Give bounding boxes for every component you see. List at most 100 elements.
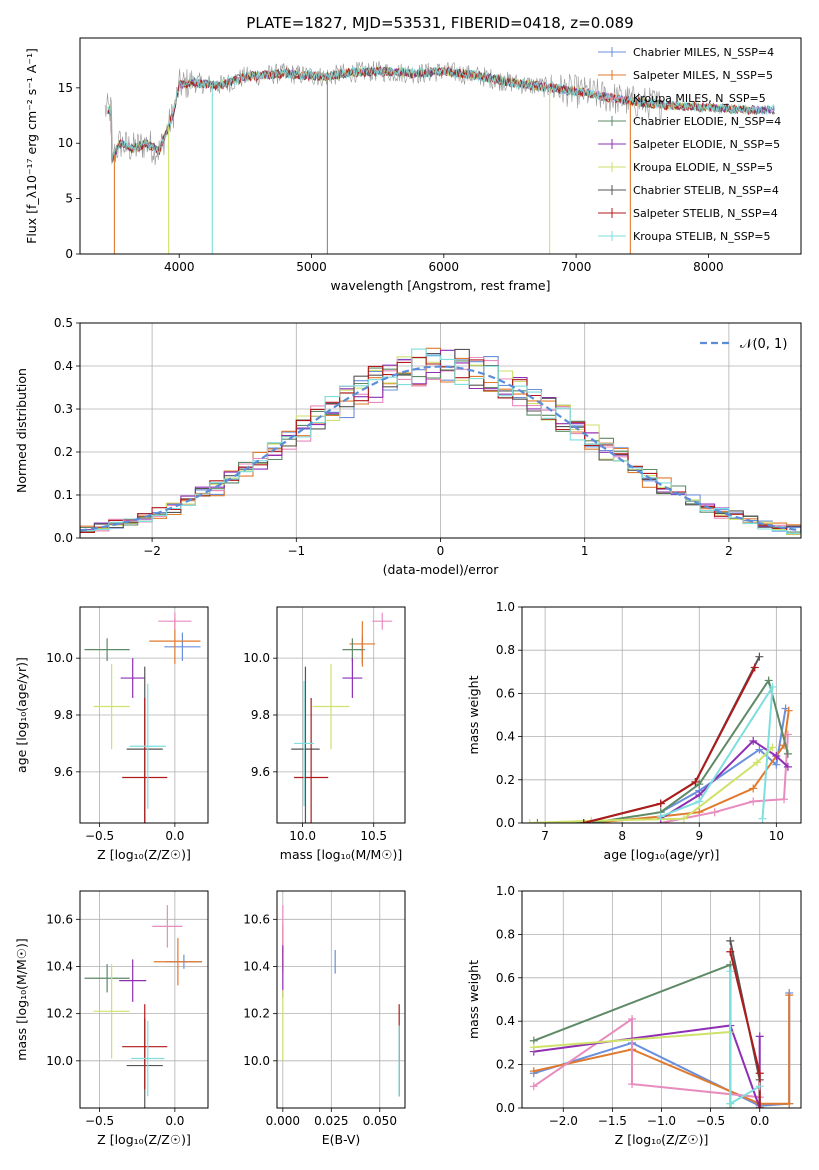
legend-label: Kroupa MILES, N_SSP=5 (633, 92, 766, 105)
y-tick-label: 10.6 (243, 912, 270, 926)
marker-salpeter-miles (785, 991, 794, 1000)
figure-title: PLATE=1827, MJD=53531, FIBERID=0418, z=0… (246, 14, 633, 32)
y-tick-label: 10.0 (243, 1054, 270, 1068)
y-tick-label: 15 (58, 81, 73, 95)
x-tick-label: 8 (618, 829, 626, 843)
marker-kroupa-stelib (755, 1082, 764, 1091)
y-tick-label: 9.8 (251, 708, 270, 722)
marker-kroupa-elodie (529, 1043, 538, 1052)
x-tick-label: −1.5 (598, 1114, 627, 1128)
y-tick-label: 0.6 (496, 686, 515, 700)
y-tick-label: 10.4 (46, 959, 73, 973)
plot-area (104, 60, 775, 254)
x-axis-label: Z [log₁₀(Z/Z☉)] (615, 1132, 709, 1147)
y-tick-label: 9.6 (54, 765, 73, 779)
panel-weight_vs_age: 7 8 9 10 0.0 0.2 0.4 0.6 0.8 1.0 age [log₁₀(age/yr… (466, 600, 802, 862)
marker-kroupa-miles (780, 795, 789, 804)
y-tick-label: 0.1 (54, 488, 73, 502)
x-tick-label: −1.0 (647, 1114, 676, 1128)
y-tick-label: 0.0 (496, 1101, 515, 1115)
marker-kroupa-miles (749, 797, 758, 806)
x-tick-label: 5000 (296, 260, 327, 274)
x-tick-label: −0.5 (85, 1114, 114, 1128)
marker-kroupa-stelib (726, 967, 735, 976)
y-tick-label: 10.4 (243, 959, 270, 973)
x-tick-label: 10.5 (360, 829, 387, 843)
plot-area (529, 936, 794, 1108)
axes-frame (79, 37, 802, 255)
marker-chabrier-elodie (764, 676, 773, 685)
x-axis-label: Z [log₁₀(Z/Z☉)] (97, 1132, 191, 1147)
x-axis-label: E(B-V) (322, 1132, 361, 1147)
marker-salpeter-stelib (750, 663, 759, 672)
plot-area (84, 612, 201, 823)
y-tick-label: 0.5 (54, 316, 73, 330)
x-tick-label: 4000 (164, 260, 195, 274)
x-tick-label: 10 (769, 829, 784, 843)
model-spectrum-line (107, 66, 775, 165)
marker-salpeter-elodie (783, 762, 792, 771)
y-tick-label: 0.8 (496, 643, 515, 657)
panel-weight_vs_Z: −2.0 −1.5 −1.0 −0.5 0.0 0.0 0.2 0.4 0.6 0.8 1.0 Z [… (466, 884, 802, 1147)
y-tick-label: 5 (65, 192, 73, 206)
marker-chabrier-miles (772, 760, 781, 769)
marker-salpeter-stelib (656, 799, 665, 808)
marker-salpeter-stelib (755, 1104, 764, 1108)
y-tick-label: 0.0 (54, 531, 73, 545)
y-tick-label: 0.2 (496, 773, 515, 787)
marker-kroupa-miles (628, 1015, 637, 1024)
marker-kroupa-stelib (726, 1099, 735, 1108)
x-tick-label: 9 (695, 829, 703, 843)
y-axis-label: mass [log₁₀(M/M☉)] (14, 938, 29, 1060)
marker-chabrier-miles (755, 745, 764, 754)
marker-kroupa-stelib (695, 797, 704, 806)
marker-chabrier-elodie (533, 819, 542, 823)
marker-salpeter-elodie (755, 1032, 764, 1041)
x-tick-label: 10.0 (289, 829, 316, 843)
panel-mass_vs_EBV: 0.000 0.025 0.050 10.0 10.2 10.4 10.6 E(B-V) (243, 890, 406, 1147)
panel-age_vs_mass: 10.0 10.5 9.6 9.8 10.0 mass [log₁₀(M/M☉)] (243, 606, 406, 862)
marker-salpeter-stelib (726, 947, 735, 956)
x-tick-label: 6000 (429, 260, 460, 274)
series-line-salpeter-miles (591, 710, 790, 823)
x-tick-label: −1 (287, 544, 305, 558)
panel-spectrum: 4000 5000 6000 7000 8000 0 5 10 15 wavelength [An… (24, 37, 802, 293)
legend-label: Kroupa ELODIE, N_SSP=5 (633, 161, 773, 174)
axes-frame (79, 890, 209, 1109)
x-tick-label: 7000 (561, 260, 592, 274)
y-tick-label: 10.0 (243, 651, 270, 665)
marker-chabrier-elodie (783, 749, 792, 758)
y-tick-label: 10 (58, 136, 73, 150)
normal-reference-curve (80, 365, 801, 532)
marker-kroupa-elodie (753, 758, 762, 767)
legend-label: 𝒩(0, 1) (740, 337, 787, 352)
axes-frame (521, 890, 802, 1109)
x-axis-label: wavelength [Angstrom, rest frame] (330, 278, 550, 293)
y-tick-label: 0.3 (54, 402, 73, 416)
y-tick-label: 10.0 (46, 1054, 73, 1068)
panel-mass_vs_Z: −0.5 0.0 10.0 10.2 10.4 10.6 Z [log₁₀(Z/Z☉)] ma… (14, 890, 209, 1147)
y-tick-label: 1.0 (496, 884, 515, 898)
legend-label: Salpeter MILES, N_SSP=5 (633, 69, 773, 82)
y-tick-label: 9.6 (251, 765, 270, 779)
legend-label: Kroupa STELIB, N_SSP=5 (633, 230, 771, 243)
x-tick-label: −2 (143, 544, 161, 558)
marker-salpeter-elodie (772, 752, 781, 761)
marker-kroupa-elodie (525, 819, 534, 823)
x-tick-label: 0.0 (165, 1114, 184, 1128)
legend-label: Chabrier ELODIE, N_SSP=4 (633, 115, 781, 128)
marker-kroupa-miles (783, 730, 792, 739)
legend-label: Salpeter STELIB, N_SSP=4 (633, 207, 778, 220)
marker-chabrier-stelib (755, 652, 764, 661)
y-tick-label: 9.8 (54, 708, 73, 722)
x-tick-label: 2 (725, 544, 733, 558)
marker-kroupa-miles (529, 1082, 538, 1091)
x-tick-label: 0.0 (165, 829, 184, 843)
marker-kroupa-stelib (768, 682, 777, 691)
axes-frame (79, 322, 802, 539)
plot-area (525, 652, 793, 823)
marker-kroupa-miles (628, 1080, 637, 1089)
y-tick-label: 0 (65, 247, 73, 261)
y-tick-label: 0.4 (496, 730, 515, 744)
